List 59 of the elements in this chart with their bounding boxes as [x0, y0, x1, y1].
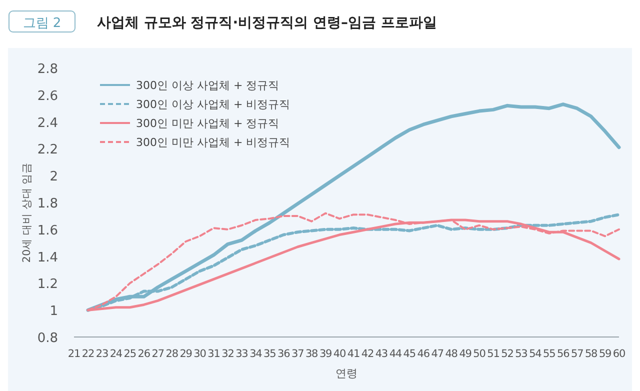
x-tick-label: 58: [584, 348, 598, 360]
legend-label: 300인 이상 사업체 + 정규직: [136, 79, 280, 92]
legend-label: 300인 이상 사업체 + 비정규직: [136, 98, 290, 111]
x-tick-label: 56: [557, 348, 570, 360]
x-tick-label: 22: [82, 348, 94, 360]
x-tick-label: 39: [319, 348, 332, 360]
x-axis-title: 연령: [336, 367, 358, 380]
x-tick-label: 40: [333, 348, 346, 360]
x-tick-label: 35: [264, 348, 276, 360]
x-tick-label: 41: [347, 348, 360, 360]
y-tick-label: 2.6: [37, 88, 58, 104]
y-tick-label: 1: [50, 304, 58, 320]
x-tick-label: 25: [124, 348, 136, 360]
x-tick-label: 46: [417, 348, 430, 360]
x-tick-label: 32: [222, 348, 234, 360]
y-axis-title: 20세 대비 상대 임금: [21, 162, 33, 263]
x-tick-label: 55: [543, 348, 556, 360]
y-tick-label: 2: [50, 170, 58, 185]
x-tick-label: 33: [236, 348, 248, 360]
x-tick-label: 50: [473, 348, 486, 360]
x-tick-label: 44: [389, 348, 402, 360]
x-tick-label: 51: [487, 348, 500, 360]
x-tick-label: 49: [459, 348, 472, 360]
chart-title: 사업체 규모와 정규직·비정규직의 연령–임금 프로파일: [97, 15, 437, 31]
x-tick-label: 53: [515, 348, 528, 360]
x-tick-label: 57: [570, 348, 584, 360]
x-tick-label: 30: [194, 348, 206, 360]
x-tick-label: 43: [375, 348, 388, 360]
x-tick-label: 52: [501, 348, 514, 360]
x-tick-label: 47: [431, 348, 444, 360]
x-tick-label: 60: [612, 348, 626, 360]
y-tick-label: 1.4: [37, 250, 58, 266]
y-tick-label: 2.2: [37, 142, 58, 158]
x-tick-label: 21: [68, 348, 80, 360]
y-tick-label: 1.8: [37, 196, 58, 212]
x-tick-label: 29: [180, 348, 192, 360]
x-tick-label: 45: [403, 348, 416, 360]
legend-label: 300인 미만 사업체 + 정규직: [136, 117, 280, 130]
caption: 그림 2: [22, 16, 62, 31]
x-tick-label: 59: [598, 348, 612, 360]
y-tick-label: 1.6: [37, 223, 58, 238]
x-tick-label: 31: [208, 348, 220, 360]
x-tick-label: 23: [96, 348, 108, 360]
y-tick-label: 2.8: [37, 62, 58, 77]
x-tick-label: 27: [152, 348, 164, 360]
x-tick-label: 42: [361, 348, 374, 360]
y-tick-label: 1.2: [37, 277, 58, 292]
x-tick-label: 36: [278, 348, 291, 360]
x-tick-label: 48: [445, 348, 458, 360]
y-tick-label: 0.8: [37, 331, 58, 346]
x-tick-label: 24: [110, 348, 123, 360]
x-tick-label: 26: [138, 348, 151, 360]
y-tick-label: 2.4: [37, 116, 58, 131]
x-tick-label: 38: [305, 348, 318, 360]
x-tick-label: 34: [250, 348, 263, 360]
x-tick-label: 28: [166, 348, 178, 360]
legend-label: 300인 미만 사업체 + 비정규직: [136, 136, 290, 149]
x-tick-label: 54: [529, 348, 542, 360]
x-tick-label: 37: [292, 348, 304, 360]
